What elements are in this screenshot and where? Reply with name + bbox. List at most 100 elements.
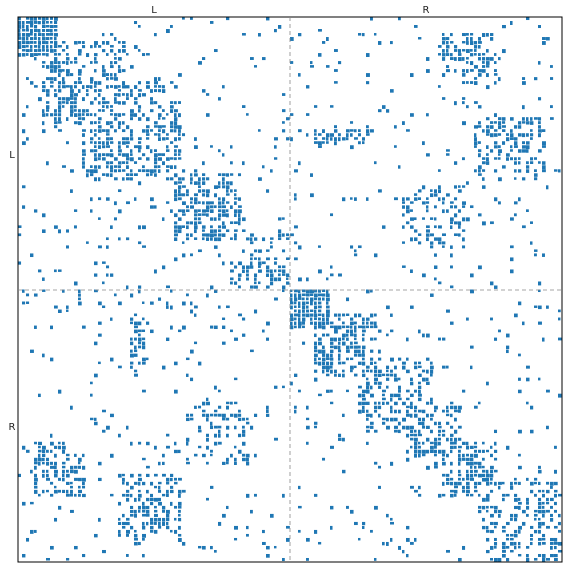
heatmap-cell [518,121,522,125]
heatmap-cell [126,173,130,176]
heatmap-cell [374,429,378,433]
heatmap-cell [158,165,161,168]
heatmap-cell [38,269,42,273]
heatmap-cell [206,293,209,298]
heatmap-cell [482,473,486,477]
heatmap-cell [290,37,294,41]
heatmap-cell [470,465,473,469]
heatmap-cell [66,117,69,121]
heatmap-cell [30,33,33,36]
heatmap-cell [214,229,217,233]
heatmap-cell [538,529,541,534]
heatmap-cell [286,281,290,285]
heatmap-cell [46,473,49,478]
heatmap-cell [526,377,530,382]
heatmap-cell [354,249,357,253]
heatmap-cell [62,61,66,64]
heatmap-cell [262,541,266,545]
heatmap-cell [306,557,309,561]
heatmap-cell [266,553,270,558]
heatmap-cell [210,413,214,417]
heatmap-cell [130,109,134,113]
heatmap-cell [542,129,546,132]
heatmap-cell [514,481,518,485]
heatmap-cell [410,217,414,221]
heatmap-cell [546,525,550,529]
heatmap-cell [506,545,510,549]
heatmap-cell [494,537,497,541]
heatmap-cell [42,469,45,473]
heatmap-cell [206,417,209,422]
heatmap-cell [358,401,362,406]
heatmap-cell [454,221,458,225]
heatmap-cell [174,441,177,446]
heatmap-cell [206,397,209,402]
heatmap-cell [398,409,401,414]
heatmap-cell [58,61,61,65]
heatmap-cell [26,137,29,141]
heatmap-cell [54,61,58,65]
heatmap-cell [454,485,458,489]
x-group-label-R: R [423,5,430,16]
heatmap-cell [374,505,378,510]
heatmap-cell [478,481,482,485]
heatmap-cell [378,381,382,385]
heatmap-cell [238,433,242,438]
heatmap-cell [446,53,450,57]
heatmap-cell [338,373,341,377]
heatmap-cell [386,305,390,310]
heatmap-cell [422,449,426,454]
heatmap-cell [250,57,254,60]
heatmap-cell [502,553,506,558]
heatmap-cell [418,421,422,426]
heatmap-cell [290,113,294,116]
heatmap-cell [26,25,29,30]
heatmap-cell [462,49,466,52]
heatmap-cell [494,81,497,85]
heatmap-cell [454,161,458,165]
heatmap-cell [542,509,546,514]
heatmap-cell [38,45,41,49]
heatmap-cell [74,545,78,550]
heatmap-cell [202,177,206,181]
heatmap-cell [50,33,54,36]
heatmap-cell [206,205,210,210]
heatmap-cell [514,125,518,129]
heatmap-cell [482,457,485,461]
heatmap-cell [242,453,246,457]
heatmap-cell [450,405,454,410]
heatmap-cell [434,265,438,269]
heatmap-cell [162,153,166,157]
heatmap-cell [450,489,454,493]
heatmap-cell [178,153,181,156]
heatmap-cell [134,145,138,149]
heatmap-cell [474,489,478,493]
heatmap-cell [438,241,442,245]
heatmap-cell [482,441,485,445]
heatmap-cell [238,285,241,289]
heatmap-cell [174,109,178,113]
heatmap-cell [534,157,537,160]
heatmap-cell [418,409,422,413]
heatmap-cell [110,141,114,144]
heatmap-cell [118,101,121,105]
heatmap-cell [294,309,297,313]
heatmap-cell [358,325,362,329]
heatmap-cell [82,553,86,558]
heatmap-cell [130,341,134,346]
heatmap-cell [246,265,250,269]
heatmap-cell [534,173,538,177]
heatmap-cell [134,97,138,101]
heatmap-cell [538,129,542,133]
heatmap-cell [218,201,222,205]
heatmap-cell [362,401,366,405]
heatmap-cell [246,457,249,462]
heatmap-cell [22,113,26,117]
heatmap-cell [198,425,202,430]
heatmap-cell [166,305,169,309]
heatmap-cell [234,233,237,238]
heatmap-cell [362,389,366,394]
heatmap-cell [110,113,113,116]
heatmap-cell [450,477,454,481]
heatmap-cell [218,441,222,445]
